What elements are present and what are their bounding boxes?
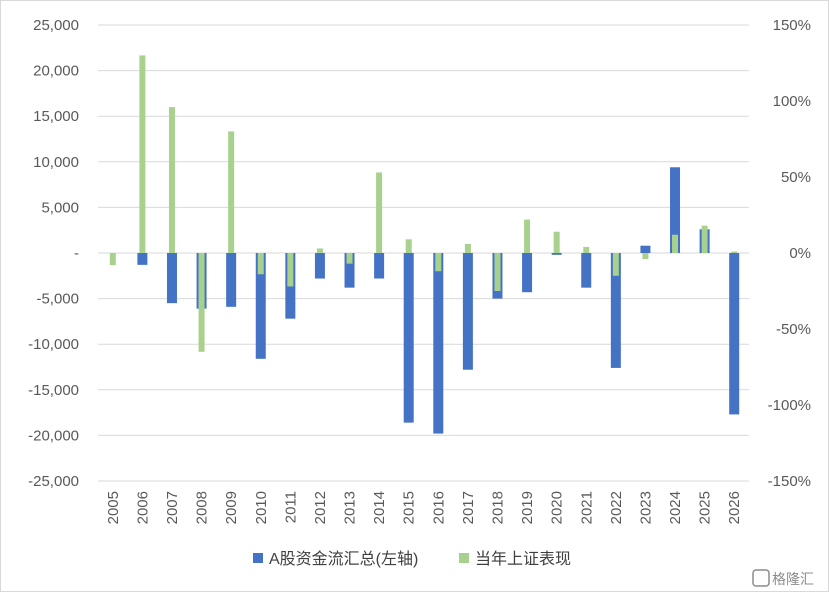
x-axis-tick-label: 2016 <box>430 491 447 524</box>
index-return-bar-2026 <box>731 251 738 253</box>
index-return-bar-2024 <box>672 234 679 253</box>
left-axis-tick-label: -15,000 <box>28 382 79 399</box>
x-axis-tick-label: 2021 <box>578 491 595 524</box>
x-axis-tick-label: 2013 <box>342 491 359 524</box>
fund-flow-bar-2017 <box>462 253 473 370</box>
left-axis-tick-label: -25,000 <box>28 473 79 490</box>
left-axis-tick-label: -20,000 <box>28 427 79 444</box>
index-return-bar-2008 <box>198 253 205 352</box>
fund-flow-bar-2010 <box>255 253 266 359</box>
right-axis-tick-label: 0% <box>789 245 811 262</box>
index-return-bars <box>109 55 738 352</box>
left-axis-tick-label: 20,000 <box>33 63 79 80</box>
fund-flow-bar-2015 <box>403 253 414 423</box>
fund-flow-bar-2016 <box>433 253 444 434</box>
index-return-bar-2007 <box>168 107 175 253</box>
x-axis-tick-label: 2008 <box>194 491 211 524</box>
index-return-bar-2019 <box>524 219 531 253</box>
x-axis-tick-label: 2018 <box>489 491 506 524</box>
index-return-bar-2020 <box>553 231 560 253</box>
index-return-bar-2021 <box>583 246 590 253</box>
index-return-bar-2012 <box>316 248 323 253</box>
legend-label-index-return: 当年上证表现 <box>475 550 571 568</box>
index-return-bar-2006 <box>139 55 146 254</box>
left-axis-tick-label: 15,000 <box>33 108 79 125</box>
x-axis-tick-label: 2009 <box>223 491 240 524</box>
legend-swatch-index-return <box>459 553 469 563</box>
x-axis-tick-label: 2023 <box>637 491 654 524</box>
left-axis-tick-label: -10,000 <box>28 336 79 353</box>
watermark: 格隆汇 <box>752 569 814 587</box>
watermark-text: 格隆汇 <box>772 571 814 587</box>
x-axis-tick-label: 2019 <box>519 491 536 524</box>
x-axis-tick-label: 2014 <box>371 491 388 524</box>
fund-flow-bar-2006 <box>137 253 148 265</box>
right-axis-labels: 150% 100% 50% 0% -50% -100% -150% <box>768 17 811 490</box>
x-axis-tick-label: 2026 <box>726 491 743 524</box>
left-axis-tick-label: 10,000 <box>33 154 79 171</box>
fund-flow-bar-2014 <box>374 253 385 279</box>
right-axis-tick-label: 100% <box>773 93 811 110</box>
left-axis-labels: 25,000 20,000 15,000 10,000 5,000 - -5,000 -10,… <box>28 17 79 490</box>
index-return-bar-2013 <box>346 253 353 264</box>
legend-swatch-fund-flow <box>253 553 263 563</box>
index-return-bar-2014 <box>376 172 383 253</box>
x-axis-tick-label: 2011 <box>282 491 299 523</box>
x-axis-labels: 2005 2006 2007 2008 2009 2010 2011 2012 2013 2014… <box>105 491 743 524</box>
gridlines <box>98 24 749 482</box>
index-return-bar-2010 <box>257 253 264 275</box>
x-axis-tick-label: 2007 <box>164 491 181 524</box>
index-return-bar-2011 <box>287 253 294 287</box>
fund-flow-bar-2013 <box>344 253 355 288</box>
right-axis-tick-label: -100% <box>768 397 811 414</box>
right-axis-tick-label: 150% <box>773 17 811 34</box>
fund-flow-bar-2023 <box>640 245 651 253</box>
x-axis-tick-label: 2010 <box>253 491 270 524</box>
x-axis-tick-label: 2020 <box>549 491 566 524</box>
left-axis-tick-label: - <box>74 245 79 262</box>
fund-flow-bar-2020 <box>551 253 562 255</box>
fund-flow-bar-2026 <box>729 253 740 415</box>
index-return-bar-2022 <box>612 253 619 276</box>
x-axis-tick-label: 2012 <box>312 491 329 524</box>
fund-flow-bar-2012 <box>314 253 325 279</box>
right-axis-tick-label: 50% <box>781 169 811 186</box>
x-axis-tick-label: 2024 <box>667 491 684 524</box>
fund-flow-bar-2007 <box>166 253 177 304</box>
index-return-bar-2009 <box>228 131 235 253</box>
x-axis-tick-label: 2005 <box>105 491 122 524</box>
x-axis-tick-label: 2022 <box>608 491 625 524</box>
left-axis-tick-label: 25,000 <box>33 17 79 34</box>
left-axis-tick-label: 5,000 <box>41 199 79 216</box>
legend-label-fund-flow: A股资金流汇总(左轴) <box>269 550 418 568</box>
right-axis-tick-label: -150% <box>768 473 811 490</box>
legend: A股资金流汇总(左轴) 当年上证表现 <box>253 550 571 568</box>
index-return-bar-2005 <box>109 253 116 266</box>
x-axis-tick-label: 2006 <box>134 491 151 524</box>
fund-flow-bar-2019 <box>522 253 533 293</box>
x-axis-tick-label: 2025 <box>697 491 714 524</box>
right-axis-tick-label: -50% <box>776 321 811 338</box>
watermark-logo-icon <box>752 569 770 587</box>
left-axis-tick-label: -5,000 <box>36 291 79 308</box>
fund-flow-bar-2021 <box>581 253 592 288</box>
fund-flow-bar-2024 <box>670 167 681 253</box>
x-axis-tick-label: 2015 <box>401 491 418 524</box>
index-return-bar-2023 <box>642 253 649 260</box>
index-return-bar-2015 <box>405 239 412 253</box>
index-return-bar-2017 <box>464 243 471 253</box>
fund-flow-bar-2022 <box>610 253 621 368</box>
index-return-bar-2016 <box>435 253 442 272</box>
fund-flow-bar-2009 <box>226 253 237 307</box>
index-return-bar-2025 <box>701 225 708 253</box>
x-axis-tick-label: 2017 <box>460 491 477 524</box>
index-return-bar-2018 <box>494 253 501 291</box>
